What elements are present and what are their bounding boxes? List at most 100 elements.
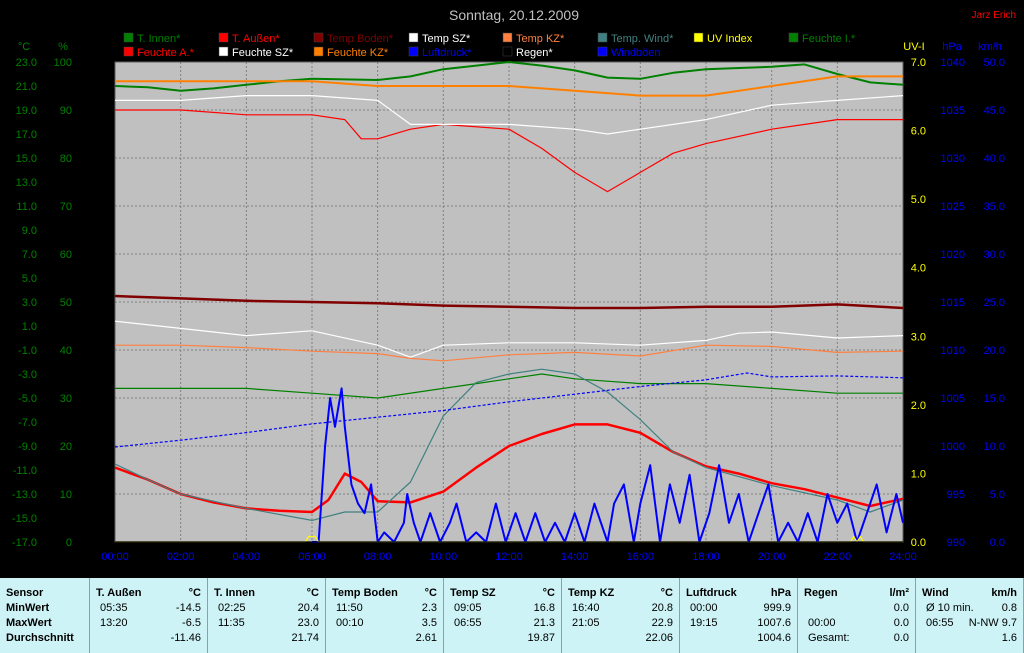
stats-value-row: Gesamt: 0.0 bbox=[798, 631, 915, 646]
axis-tick-label: 45.0 bbox=[984, 105, 1005, 117]
stats-value-row: 00:00 0.0 bbox=[798, 616, 915, 631]
series-line-temp-sz bbox=[114, 320, 904, 358]
time-tick-label: 24:00 bbox=[889, 551, 917, 563]
axis-unit: l/m² bbox=[86, 41, 105, 53]
axis-tick-label: 1020 bbox=[941, 249, 965, 261]
stats-value: -6.5 bbox=[182, 617, 201, 629]
axis-tick-label: 0.0 bbox=[95, 537, 110, 549]
legend-swatch bbox=[502, 46, 513, 57]
time-tick-label: 06:00 bbox=[298, 551, 326, 563]
axis-tick-label: 17.0 bbox=[16, 129, 37, 141]
axis-tick-label: 15.0 bbox=[16, 153, 37, 165]
stats-group-column: Temp Boden °C 11:50 2.3 00:10 3.5 2.61 bbox=[326, 578, 444, 653]
axis-tick-label: 4.0 bbox=[911, 263, 926, 275]
stats-group-column: Regen l/m² 0.0 00:00 0.0 Gesamt: 0.0 bbox=[798, 578, 916, 653]
axis-tick-label: 995 bbox=[947, 489, 965, 501]
axis-tick-label: 5.0 bbox=[911, 194, 926, 206]
legend-label: Regen* bbox=[516, 47, 553, 59]
time-tick-label: 02:00 bbox=[167, 551, 195, 563]
axis-tick-label: 15.0 bbox=[984, 393, 1005, 405]
axis-tick-label: 35.0 bbox=[984, 201, 1005, 213]
series-line-temp-boden bbox=[114, 294, 904, 310]
stats-value: 23.0 bbox=[297, 617, 319, 629]
stats-value-row: Ø 10 min. 0.8 bbox=[916, 601, 1023, 616]
stats-group-name: Temp SZ bbox=[450, 587, 496, 599]
stats-group-name: Regen bbox=[804, 587, 838, 599]
axis-tick-label: -5.0 bbox=[18, 393, 37, 405]
axis-tick-label: 50 bbox=[60, 297, 72, 309]
stats-group-header: Temp KZ °C bbox=[562, 586, 679, 601]
axis-tick-label: 0.0 bbox=[990, 537, 1005, 549]
legend-label: Feuchte A.* bbox=[137, 47, 195, 59]
legend-label: UV Index bbox=[707, 33, 753, 45]
series-line-t-au-en bbox=[114, 423, 904, 514]
stats-value-row: 02:25 20.4 bbox=[208, 601, 325, 616]
legend-label: Feuchte KZ* bbox=[327, 47, 389, 59]
legend-swatch bbox=[313, 46, 324, 57]
axis-tick-label: 40.0 bbox=[984, 153, 1005, 165]
stats-value: 19.87 bbox=[527, 632, 555, 644]
axis-tick-label: 20 bbox=[60, 441, 72, 453]
axis-tick-label: 3.0 bbox=[95, 249, 110, 261]
axes: °C 23.0 21.0 19.0 17.0 15.0 13.0 11.0 9.0 7.0 5.0 3… bbox=[12, 41, 1005, 563]
stats-value-row: -11.46 bbox=[90, 631, 207, 646]
axis-unit: % bbox=[58, 41, 68, 53]
stats-value-row: 05:35 -14.5 bbox=[90, 601, 207, 616]
axis-tick-label: -13.0 bbox=[12, 489, 37, 501]
weather-chart: Sonntag, 20.12.2009 Jarz Erich T. Innen*… bbox=[11, 7, 1016, 563]
axis-tick-label: 1.0 bbox=[911, 468, 926, 480]
axis-tick-label: 10.0 bbox=[984, 441, 1005, 453]
series-line-temp-wind bbox=[114, 368, 904, 522]
legend-swatch bbox=[788, 32, 799, 43]
stats-value-row: 1004.6 bbox=[680, 631, 797, 646]
stats-value: -14.5 bbox=[175, 602, 201, 614]
stats-time: 00:00 bbox=[690, 602, 718, 614]
stats-time: 05:35 bbox=[100, 602, 128, 614]
axis-unit: hPa bbox=[942, 41, 962, 53]
legend-swatch bbox=[123, 32, 134, 43]
axis-tick-label: 1030 bbox=[941, 153, 965, 165]
stats-group-column: Temp KZ °C 16:40 20.8 21:05 22.9 22.06 bbox=[562, 578, 680, 653]
stats-time: 21:05 bbox=[572, 617, 600, 629]
axis-tick-label: 7.0 bbox=[22, 249, 37, 261]
stats-value-row: 2.61 bbox=[326, 631, 443, 646]
series-line-luftdruck bbox=[114, 372, 904, 448]
legend-swatch bbox=[597, 46, 608, 57]
stats-value: 2.61 bbox=[415, 632, 437, 644]
time-tick-label: 00:00 bbox=[101, 551, 129, 563]
stats-group-header: Temp Boden °C bbox=[326, 586, 443, 601]
stats-row-label: Durchschnitt bbox=[6, 632, 74, 644]
axis-unit: °C bbox=[18, 41, 30, 53]
legend-swatch bbox=[502, 32, 513, 43]
stats-value: 1.6 bbox=[1001, 632, 1017, 644]
axis-tick-label: 0 bbox=[66, 537, 72, 549]
stats-value-row: 16:40 20.8 bbox=[562, 601, 679, 616]
stats-value-row: 21:05 22.9 bbox=[562, 616, 679, 631]
stats-time: 13:20 bbox=[100, 617, 128, 629]
axis-tick-label: 30 bbox=[60, 393, 72, 405]
stats-value: 0.8 bbox=[1001, 602, 1017, 614]
stats-group-unit: °C bbox=[660, 587, 673, 599]
legend-swatch bbox=[408, 46, 419, 57]
legend-label: Temp Boden* bbox=[327, 33, 394, 45]
series-line-feuchte-i bbox=[115, 373, 903, 399]
stats-group-unit: l/m² bbox=[889, 587, 909, 599]
stats-value: 999.9 bbox=[763, 602, 791, 614]
stats-time: 11:35 bbox=[218, 617, 245, 629]
stats-time: Ø 10 min. bbox=[926, 602, 974, 614]
legend: T. Innen* T. Außen* Temp Boden* Temp SZ* Tem… bbox=[123, 32, 856, 59]
stats-value-row: 22.06 bbox=[562, 631, 679, 646]
axis-tick-label: 1005 bbox=[941, 393, 965, 405]
axis-tick-label: 0.0 bbox=[911, 537, 926, 549]
stats-group-header: Luftdruck hPa bbox=[680, 586, 797, 601]
axis-tick-label: -17.0 bbox=[12, 537, 37, 549]
axis-tick-label: 2.0 bbox=[95, 345, 110, 357]
stats-time: 19:15 bbox=[690, 617, 718, 629]
axis-tick-label: 1015 bbox=[941, 297, 965, 309]
axis-tick-label: 5.0 bbox=[990, 489, 1005, 501]
axis-tick-label: 100 bbox=[54, 57, 72, 69]
time-tick-label: 14:00 bbox=[561, 551, 589, 563]
stats-row-label: Sensor bbox=[6, 587, 44, 599]
legend-swatch bbox=[313, 32, 324, 43]
legend-label: Feuchte I.* bbox=[802, 33, 856, 45]
